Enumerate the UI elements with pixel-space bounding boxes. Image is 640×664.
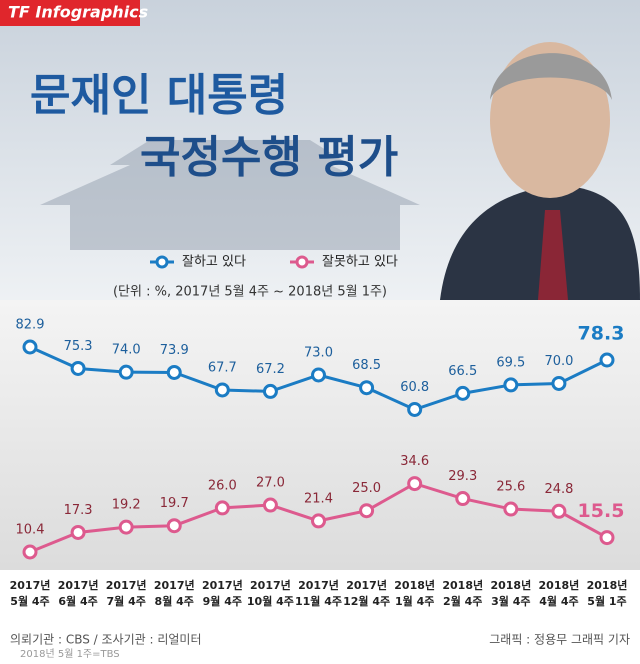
x-tick-label: 8월 4주 (155, 594, 194, 608)
data-point (503, 377, 519, 393)
data-label: 10.4 (16, 523, 45, 538)
credit: 그래픽 : 정용무 그래픽 기자 (489, 633, 630, 647)
data-label: 67.2 (256, 362, 285, 377)
data-label: 74.0 (112, 343, 141, 358)
data-point (551, 375, 567, 391)
x-tick-label: 2017년 (250, 578, 291, 592)
x-tick-label: 7월 4주 (106, 594, 145, 608)
note: 2018년 5월 1주=TBS (20, 648, 120, 660)
legend-swatch (295, 255, 309, 269)
x-tick-label: 4월 4주 (539, 594, 578, 608)
data-label: 25.0 (352, 481, 381, 496)
data-label: 29.3 (448, 469, 477, 484)
data-point (551, 503, 567, 519)
data-label: 75.3 (64, 339, 93, 354)
x-tick-label: 2017년 (298, 578, 339, 592)
data-point (311, 367, 326, 383)
data-point (262, 383, 278, 399)
x-tick-label: 2017년 (202, 578, 243, 592)
chart-title: 문재인 대통령 (30, 70, 288, 121)
data-label: 24.8 (544, 482, 573, 497)
x-tick-label: 2018년 (539, 578, 580, 592)
data-label: 19.2 (112, 498, 141, 513)
data-label: 17.3 (64, 503, 93, 518)
data-point (599, 352, 615, 368)
brand-badge (0, 0, 140, 26)
data-point (70, 524, 86, 540)
data-point (214, 382, 230, 398)
chart-title: 국정수행 평가 (140, 132, 398, 183)
data-point (311, 513, 326, 529)
x-tick-label: 2017년 (346, 578, 387, 592)
data-label: 73.9 (160, 343, 189, 358)
data-label: 67.7 (208, 360, 237, 375)
data-point (262, 497, 278, 513)
x-tick-label: 2월 4주 (443, 594, 482, 608)
data-label: 66.5 (448, 364, 477, 379)
x-tick-label: 2018년 (587, 578, 628, 592)
x-tick-label: 10월 4주 (247, 594, 294, 608)
data-point (70, 360, 86, 376)
data-point (166, 518, 182, 534)
data-label: 15.5 (578, 500, 625, 522)
data-label: 68.5 (352, 358, 381, 373)
data-point (118, 364, 134, 380)
data-point (359, 380, 375, 396)
data-point (22, 339, 38, 355)
x-tick-label: 2017년 (106, 578, 147, 592)
data-point (455, 491, 471, 507)
x-tick-label: 1월 4주 (395, 594, 434, 608)
data-label: 26.0 (208, 478, 237, 493)
data-point (214, 500, 230, 516)
x-tick-label: 3월 4주 (491, 594, 530, 608)
x-tick-label: 2018년 (490, 578, 531, 592)
data-label: 21.4 (304, 491, 333, 506)
portrait (440, 42, 640, 300)
subtitle: (단위 : %, 2017년 5월 4주 ~ 2018년 5월 1주) (113, 285, 387, 300)
x-tick-label: 2017년 (58, 578, 99, 592)
data-point (599, 530, 615, 546)
x-tick-label: 2018년 (442, 578, 483, 592)
data-label: 70.0 (544, 354, 573, 369)
data-label: 60.8 (400, 380, 429, 395)
data-label: 82.9 (16, 318, 45, 333)
data-point (22, 544, 38, 560)
x-tick-label: 6월 4주 (58, 594, 97, 608)
data-label: 69.5 (496, 355, 525, 370)
data-point (503, 501, 519, 517)
data-point (118, 519, 134, 535)
data-point (166, 364, 182, 380)
data-point (455, 385, 471, 401)
x-tick-label: 12월 4주 (343, 594, 390, 608)
data-label: 19.7 (160, 496, 189, 511)
x-tick-label: 5월 4주 (10, 594, 49, 608)
brand: TF Infographics (8, 3, 148, 22)
x-tick-label: 11월 4주 (295, 594, 342, 608)
data-label: 34.6 (400, 454, 429, 469)
x-tick-label: 2017년 (154, 578, 195, 592)
legend-swatch (155, 255, 169, 269)
data-point (359, 503, 375, 519)
data-label: 27.0 (256, 476, 285, 491)
building-silhouette (40, 140, 420, 250)
data-point (407, 476, 423, 492)
x-tick-label: 2018년 (394, 578, 435, 592)
legend-label: 잘못하고 있다 (322, 255, 398, 270)
x-tick-label: 9월 4주 (203, 594, 242, 608)
legend-label: 잘하고 있다 (182, 255, 246, 270)
x-tick-label: 5월 1주 (587, 594, 626, 608)
data-label: 25.6 (496, 480, 525, 495)
source: 의뢰기관 : CBS / 조사기관 : 리얼미터 (10, 633, 202, 647)
data-label: 73.0 (304, 345, 333, 360)
data-point (407, 401, 423, 417)
data-label: 78.3 (578, 323, 625, 345)
x-tick-label: 2017년 (10, 578, 51, 592)
